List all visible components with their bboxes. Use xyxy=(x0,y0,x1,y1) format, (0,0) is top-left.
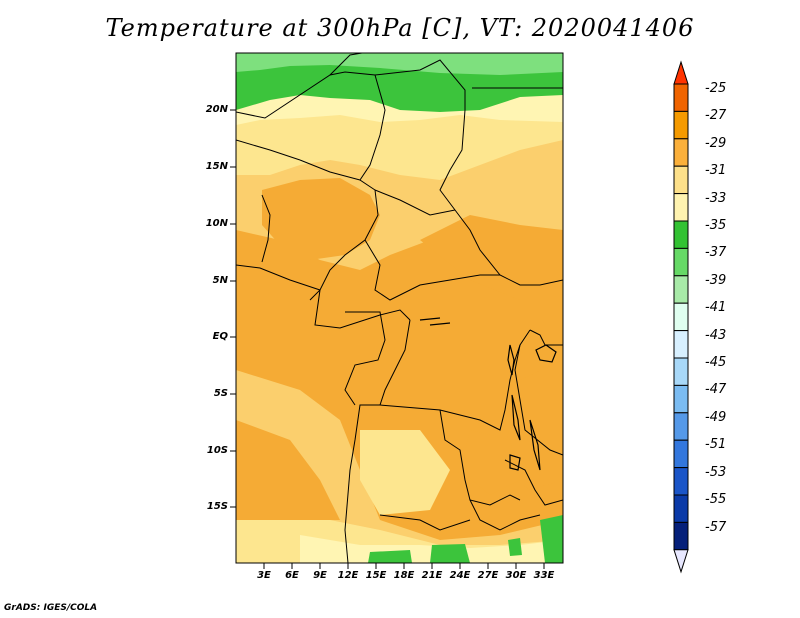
colorbar-swatch xyxy=(673,467,689,496)
colorbar-label: -45 xyxy=(705,355,727,370)
lon-label: 12E xyxy=(337,570,359,581)
map-title: Temperature at 300hPa [C], VT: 202004140… xyxy=(105,14,695,42)
lon-label: 6E xyxy=(285,570,299,581)
grads-credit: GrADS: IGES/COLA xyxy=(4,603,98,613)
colorbar-label: -55 xyxy=(705,492,727,507)
lon-label: 24E xyxy=(449,570,471,581)
colorbar-bottom-arrow xyxy=(673,549,689,574)
colorbar-label: -29 xyxy=(705,136,727,151)
country-borders xyxy=(236,53,563,563)
colorbar-label: -47 xyxy=(705,382,727,397)
colorbar-label: -41 xyxy=(705,300,727,315)
lon-label: 15E xyxy=(365,570,387,581)
lat-label: 10S xyxy=(206,445,228,456)
colorbar-label: -27 xyxy=(705,108,727,123)
lon-label: 33E xyxy=(533,570,555,581)
lat-label: 5S xyxy=(213,388,228,399)
lon-label: 3E xyxy=(257,570,271,581)
colorbar-swatch xyxy=(673,138,689,167)
colorbar-swatch xyxy=(673,220,689,249)
colorbar-swatch xyxy=(673,412,689,441)
lat-label: EQ xyxy=(212,331,228,342)
colorbar-swatch xyxy=(673,302,689,332)
lon-label: 27E xyxy=(477,570,499,581)
colorbar-label: -43 xyxy=(705,328,727,343)
colorbar-swatch xyxy=(673,330,689,359)
colorbar-label: -57 xyxy=(705,520,727,535)
colorbar-label: -35 xyxy=(705,218,727,233)
colorbar-label: -31 xyxy=(705,163,727,178)
colorbar-swatch xyxy=(673,521,689,551)
colorbar-swatch xyxy=(673,110,689,140)
colorbar-label: -25 xyxy=(705,81,727,96)
lon-label: 18E xyxy=(393,570,415,581)
colorbar-top-arrow xyxy=(673,60,689,85)
colorbar-swatch xyxy=(673,439,689,469)
lakes xyxy=(419,317,557,471)
colorbar xyxy=(673,60,689,574)
colorbar-label: -51 xyxy=(705,437,727,452)
colorbar-swatch xyxy=(673,494,689,523)
colorbar-label: -49 xyxy=(705,410,727,425)
colorbar-label: -37 xyxy=(705,245,727,260)
colorbar-swatch xyxy=(673,83,689,112)
temperature-field xyxy=(236,53,563,563)
colorbar-label: -53 xyxy=(705,465,727,480)
lon-label: 30E xyxy=(505,570,527,581)
colorbar-label: -33 xyxy=(705,191,727,206)
colorbar-swatch xyxy=(673,247,689,277)
lat-label: 20N xyxy=(205,104,228,115)
map-frame xyxy=(235,52,564,564)
lat-label: 15S xyxy=(206,501,228,512)
lat-label: 5N xyxy=(212,275,228,286)
lat-label: 10N xyxy=(205,218,228,229)
lon-label: 9E xyxy=(313,570,327,581)
colorbar-label: -39 xyxy=(705,273,727,288)
colorbar-swatch xyxy=(673,275,689,304)
lat-label: 15N xyxy=(205,161,228,172)
lon-label: 21E xyxy=(421,570,443,581)
colorbar-swatch xyxy=(673,384,689,414)
axis-ticks xyxy=(230,109,545,569)
colorbar-swatch xyxy=(673,193,689,222)
colorbar-swatch xyxy=(673,357,689,386)
colorbar-swatch xyxy=(673,165,689,195)
